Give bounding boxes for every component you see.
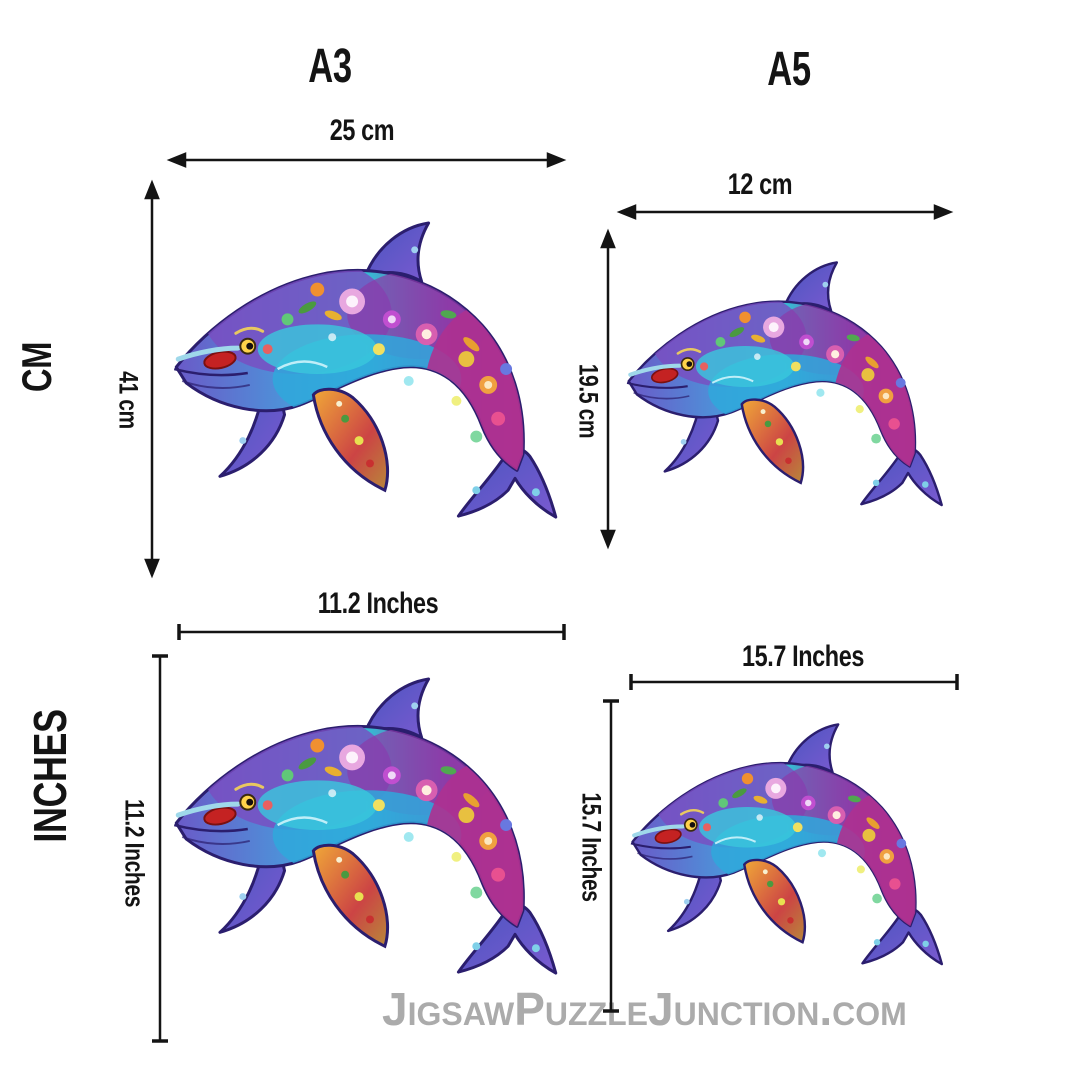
a3-cm-width-label: 25 cm — [329, 114, 395, 147]
a5-inches-height-label: 15.7 Inches — [576, 792, 607, 902]
column-header-a3: A3 — [308, 40, 352, 93]
a5-cm-height-label: 19.5 cm — [573, 363, 604, 439]
watermark-text: JigsawPuzzleJunction.com — [382, 983, 907, 1035]
row-label-cm: CM — [13, 341, 60, 393]
a5-inches-width-line — [629, 674, 959, 690]
a5-cm-width-label: 12 cm — [727, 168, 793, 201]
a3-cm-height-arrow — [144, 179, 160, 579]
dolphin-illustration-a5-inches — [626, 722, 950, 973]
a3-inches-width-label: 11.2 Inches — [317, 587, 439, 620]
a5-cm-height-arrow — [600, 228, 616, 550]
a3-inches-width-line — [177, 624, 566, 640]
dolphin-illustration-a3-cm — [168, 220, 566, 528]
row-label-inches: INCHES — [24, 709, 76, 843]
a3-cm-height-label: 41 cm — [113, 371, 144, 429]
a3-inches-height-line — [152, 654, 168, 1043]
dolphin-illustration-a5-cm — [622, 260, 950, 514]
column-header-a5: A5 — [767, 43, 811, 96]
a3-cm-width-arrow — [166, 152, 567, 168]
a5-inches-width-label: 15.7 Inches — [742, 640, 864, 673]
a3-inches-height-label: 11.2 Inches — [119, 798, 150, 908]
a5-cm-width-arrow — [616, 204, 954, 220]
dolphin-illustration-a3-inches — [168, 676, 566, 984]
